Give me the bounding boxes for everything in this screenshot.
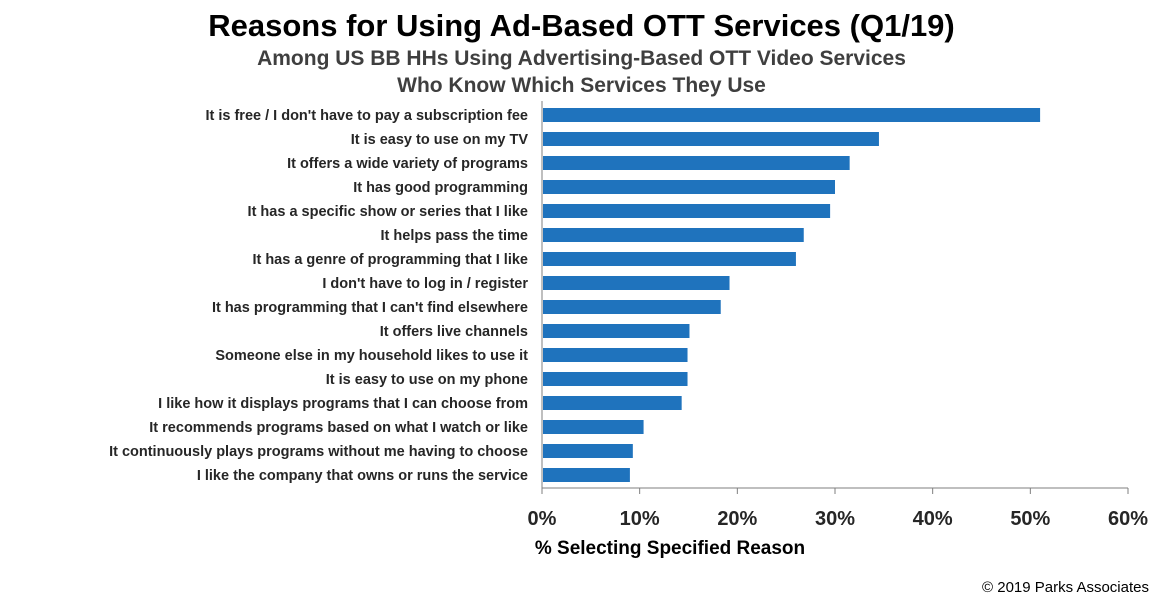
category-label: It is easy to use on my phone (326, 372, 528, 388)
category-label: It offers a wide variety of programs (287, 156, 528, 172)
copyright-notice: © 2019 Parks Associates (982, 579, 1149, 596)
x-tick-label: 50% (1010, 508, 1050, 530)
bar (543, 180, 835, 194)
x-tick-label: 20% (717, 508, 757, 530)
category-label: It is free / I don't have to pay a subsc… (205, 108, 528, 124)
bar (543, 108, 1041, 122)
bar (543, 396, 682, 410)
category-label: It has programming that I can't find els… (212, 300, 528, 316)
x-tick-label: 10% (620, 508, 660, 530)
bar (543, 228, 804, 242)
category-label: It offers live channels (380, 324, 528, 340)
category-label: It is easy to use on my TV (351, 132, 529, 148)
bar (543, 444, 633, 458)
bar (543, 252, 796, 266)
bar (543, 276, 730, 290)
category-label: It recommends programs based on what I w… (149, 420, 528, 436)
category-label: I like the company that owns or runs the… (197, 468, 528, 484)
bar (543, 132, 879, 146)
bar (543, 348, 688, 362)
category-label: Someone else in my household likes to us… (215, 348, 528, 364)
category-label: I don't have to log in / register (322, 276, 528, 292)
category-label: It has good programming (353, 180, 528, 196)
category-label: It helps pass the time (381, 228, 528, 244)
bar (543, 204, 831, 218)
category-label: I like how it displays programs that I c… (158, 396, 528, 412)
bar (543, 372, 688, 386)
category-label: It has a genre of programming that I lik… (252, 252, 528, 268)
x-tick-label: 40% (913, 508, 953, 530)
category-label: It continuously plays programs without m… (109, 444, 528, 460)
x-tick-label: 30% (815, 508, 855, 530)
x-axis-title: % Selecting Specified Reason (535, 538, 805, 559)
bar (543, 156, 850, 170)
chart-subtitle-line-1: Among US BB HHs Using Advertising-Based … (257, 47, 906, 70)
category-label: It has a specific show or series that I … (248, 204, 528, 220)
bar (543, 468, 630, 482)
x-tick-label: 60% (1108, 508, 1148, 530)
chart-subtitle-line-2: Who Know Which Services They Use (397, 74, 766, 97)
bar (543, 300, 721, 314)
bar (543, 324, 690, 338)
chart-title: Reasons for Using Ad-Based OTT Services … (208, 8, 955, 43)
bar (543, 420, 644, 434)
x-tick-label: 0% (528, 508, 557, 530)
